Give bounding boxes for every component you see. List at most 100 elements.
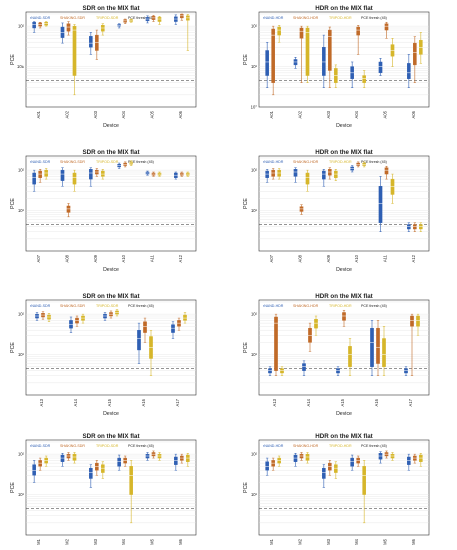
box-M2-3 — [305, 452, 310, 464]
box-A15-3 — [347, 338, 353, 376]
box-A15-2 — [108, 310, 114, 319]
box-body — [410, 315, 414, 327]
box-body — [95, 462, 99, 471]
box-A12-2 — [179, 171, 185, 177]
box-A16-2 — [142, 317, 148, 343]
y-axis-label: PCE — [10, 198, 16, 209]
chart-title: SDR on the MIX flat — [82, 433, 139, 440]
chart-title: SDR on the MIX flat — [82, 149, 139, 156]
box-body — [66, 23, 71, 32]
box-A16-3 — [148, 329, 154, 376]
box-body — [299, 27, 304, 39]
box-A14-3 — [80, 313, 86, 324]
box-body — [305, 27, 310, 76]
box-body — [265, 50, 269, 76]
box-A15-3 — [114, 309, 120, 317]
x-tick-label: A07 — [269, 254, 274, 262]
legend-label-3: TRIPOD-SDR — [96, 160, 119, 164]
box-A11-3 — [157, 171, 162, 177]
y-axis-label: PCE — [10, 342, 16, 353]
box-body — [101, 464, 105, 473]
box-body — [60, 169, 65, 181]
box-body — [72, 25, 77, 76]
chart-title: HDR on the MIX flat — [315, 293, 372, 300]
box-M2-3 — [72, 452, 77, 464]
box-M1-2 — [270, 457, 276, 471]
x-axis-label: Device — [336, 411, 352, 417]
box-body — [129, 466, 133, 495]
box-M6-1 — [173, 453, 179, 471]
y-axis-label: PCE — [10, 54, 16, 65]
box-A03-3 — [333, 64, 339, 88]
box-body — [32, 172, 36, 185]
box-body — [174, 456, 178, 465]
y-tick-label: 10¹ — [251, 492, 258, 497]
box-A09-3 — [333, 169, 339, 181]
box-body — [89, 467, 93, 479]
x-tick-label: M1 — [269, 538, 274, 544]
box-A01-2 — [37, 21, 43, 29]
x-tick-label: A13 — [39, 398, 44, 406]
box-A04-2 — [355, 25, 361, 55]
box-body — [413, 42, 417, 66]
legend-label-2: SHAKING-HDR — [293, 444, 319, 448]
box-A12-1 — [173, 171, 179, 180]
legend-label-1: rNAND-SDR — [30, 16, 51, 20]
box-body — [407, 456, 411, 465]
box-body — [328, 29, 332, 71]
box-body — [101, 170, 105, 177]
box-A02-2 — [66, 21, 71, 36]
box-A02-3 — [305, 25, 310, 83]
legend-label-2: SHAKING-SDR — [60, 16, 85, 20]
y-tick-label: 10¹ — [251, 352, 258, 357]
box-M6-3 — [418, 453, 424, 467]
legend-label-3: TRIPOD-HDR — [329, 304, 352, 308]
box-A15-1 — [102, 312, 108, 321]
box-A03-1 — [321, 34, 327, 88]
legend-label-3: TRIPOD-SDR — [96, 444, 119, 448]
box-A06-1 — [173, 14, 179, 25]
legend-label-4: PCE thresh (45) — [361, 16, 387, 20]
box-M1-3 — [276, 455, 282, 467]
box-body — [66, 205, 71, 213]
legend-label-1: rNAND-HDR — [263, 160, 284, 164]
box-A12-2 — [412, 222, 418, 232]
box-A11-2 — [151, 171, 156, 177]
box-M2-1 — [293, 453, 298, 467]
x-tick-label: M2 — [298, 538, 303, 544]
box-M3-1 — [88, 464, 94, 488]
box-A10-3 — [128, 160, 134, 166]
box-body — [72, 172, 77, 185]
box-A06-2 — [412, 36, 418, 83]
x-tick-label: A11 — [150, 254, 155, 262]
box-M4-2 — [355, 455, 361, 467]
box-body — [407, 63, 411, 79]
legend-label-1: rNAND-HDR — [263, 444, 284, 448]
box-A07-3 — [276, 168, 282, 180]
box-A13-2 — [40, 311, 46, 320]
x-tick-label: M1 — [36, 538, 41, 544]
box-A15-1 — [335, 366, 341, 376]
legend-label-4: PCE thresh (45) — [361, 304, 387, 308]
box-A16-1 — [369, 320, 375, 376]
box-A04-3 — [361, 70, 367, 88]
x-tick-label: A01 — [36, 110, 41, 118]
box-body — [277, 169, 281, 177]
box-A03-2 — [327, 26, 333, 88]
box-M1-3 — [43, 455, 49, 467]
box-A02-2 — [299, 25, 304, 83]
box-A04-1 — [349, 61, 355, 88]
box-A13-2 — [273, 313, 279, 376]
box-A03-3 — [100, 23, 106, 36]
box-body — [32, 22, 36, 29]
box-A09-1 — [88, 167, 94, 187]
y-axis-label: PCE — [10, 482, 16, 493]
x-axis-label: Device — [103, 411, 119, 417]
box-A08-2 — [299, 204, 304, 215]
box-body — [314, 318, 318, 329]
box-A14-1 — [68, 316, 74, 333]
box-A13-1 — [267, 366, 273, 376]
